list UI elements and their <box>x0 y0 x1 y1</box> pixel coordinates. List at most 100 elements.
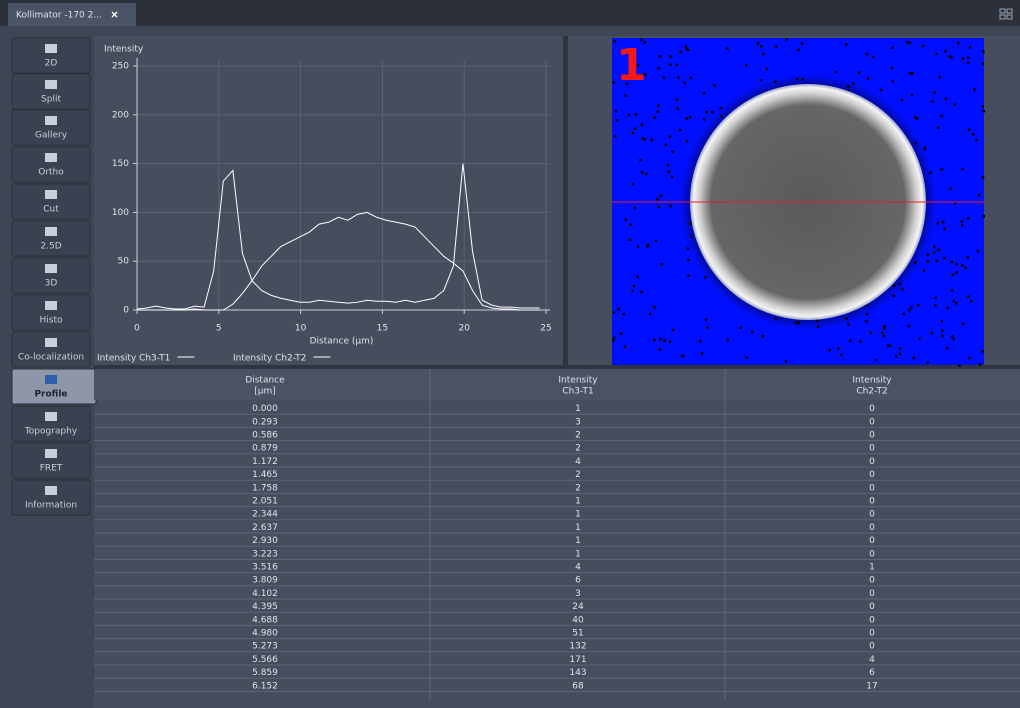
noise-dot <box>899 353 902 356</box>
noise-dot <box>613 311 616 314</box>
noise-dot <box>933 246 936 249</box>
noise-dot <box>713 84 716 87</box>
table-cell: 0 <box>869 431 875 441</box>
table-cell: 0 <box>869 470 875 480</box>
table-cell: 3.223 <box>252 549 278 559</box>
view-button-label: Gallery <box>35 131 68 141</box>
noise-dot <box>973 88 976 91</box>
noise-dot <box>631 290 634 293</box>
noise-dot <box>671 150 674 153</box>
noise-dot <box>840 354 843 357</box>
noise-dot <box>757 42 760 45</box>
noise-dot <box>623 313 626 316</box>
noise-dot <box>640 291 643 294</box>
view-button-label: FRET <box>40 464 63 474</box>
noise-dot <box>902 313 905 316</box>
noise-dot <box>665 144 668 147</box>
noise-dot <box>911 72 914 75</box>
noise-dot <box>917 304 920 307</box>
noise-dot <box>656 198 659 201</box>
image-label: 1 <box>616 40 647 91</box>
x-tick-label: 0 <box>134 324 140 334</box>
noise-dot <box>966 256 969 259</box>
noise-dot <box>629 239 632 242</box>
noise-dot <box>938 76 941 79</box>
noise-dot <box>875 359 878 362</box>
view-icon <box>45 412 57 421</box>
noise-dot <box>834 71 837 74</box>
noise-dot <box>923 269 926 272</box>
noise-dot <box>797 49 800 52</box>
noise-dot <box>936 222 939 225</box>
noise-dot <box>940 115 943 118</box>
noise-dot <box>951 335 954 338</box>
noise-dot <box>686 140 689 143</box>
noise-dot <box>612 81 615 84</box>
noise-dot <box>901 99 904 102</box>
table-cell: 0 <box>869 523 875 533</box>
noise-dot <box>949 188 952 191</box>
table-cell: 0 <box>869 589 875 599</box>
noise-dot <box>649 313 652 316</box>
noise-dot <box>918 337 921 340</box>
table-cell: 0.586 <box>252 431 278 441</box>
view-button-label: Information <box>25 501 77 511</box>
noise-dot <box>977 250 980 253</box>
noise-dot <box>615 110 618 113</box>
noise-dot <box>672 329 675 332</box>
table-cell: 40 <box>572 615 584 625</box>
table-cell: 1.465 <box>252 470 278 480</box>
noise-dot <box>882 335 885 338</box>
noise-dot <box>624 346 627 349</box>
image-view: 1 <box>612 38 985 367</box>
noise-dot <box>669 205 672 208</box>
y-tick-label: 100 <box>112 208 129 218</box>
noise-dot <box>687 274 690 277</box>
noise-dot <box>690 77 693 80</box>
table-cell: 68 <box>572 681 584 691</box>
table-cell: 1 <box>575 497 581 507</box>
noise-dot <box>766 68 769 71</box>
noise-dot <box>978 194 981 197</box>
noise-dot <box>870 332 873 335</box>
noise-dot <box>785 38 788 41</box>
table-cell: 1 <box>869 563 875 573</box>
table-cell: 51 <box>572 629 583 639</box>
noise-dot <box>657 67 660 70</box>
table-cell: 0.293 <box>252 417 278 427</box>
table-cell: 6 <box>575 576 581 586</box>
noise-dot <box>908 42 911 45</box>
page: Kollimator -170 2... 2DSplitGalleryOrtho… <box>0 0 1020 708</box>
noise-dot <box>613 337 616 340</box>
column-header: Ch2-T2 <box>856 387 887 397</box>
noise-dot <box>837 347 840 350</box>
sidebar: 2DSplitGalleryOrthoCut2.5D3DHistoCo-loca… <box>12 38 96 515</box>
tab-bar <box>0 0 1020 26</box>
noise-dot <box>670 55 673 58</box>
noise-dot <box>946 347 949 350</box>
noise-dot <box>612 339 615 342</box>
noise-dot <box>954 103 957 106</box>
table-cell: 0 <box>869 602 875 612</box>
column-header: Ch3-T1 <box>562 387 593 397</box>
view-button-label: Topography <box>24 427 78 437</box>
noise-dot <box>968 129 971 132</box>
table-cell: 2 <box>575 470 581 480</box>
view-icon <box>45 264 57 273</box>
table-cell: 132 <box>569 642 586 652</box>
noise-dot <box>961 220 964 223</box>
noise-dot <box>967 62 970 65</box>
table-cell: 2.637 <box>252 523 278 533</box>
noise-dot <box>958 364 961 367</box>
noise-dot <box>941 329 944 332</box>
noise-dot <box>762 335 765 338</box>
noise-dot <box>679 51 682 54</box>
noise-dot <box>943 228 946 231</box>
noise-dot <box>910 306 913 309</box>
noise-dot <box>951 261 954 264</box>
table-cell: 2 <box>575 483 581 493</box>
noise-dot <box>983 110 986 113</box>
x-tick-label: 15 <box>377 324 388 334</box>
view-icon <box>45 190 57 199</box>
table-cell: 0 <box>869 576 875 586</box>
